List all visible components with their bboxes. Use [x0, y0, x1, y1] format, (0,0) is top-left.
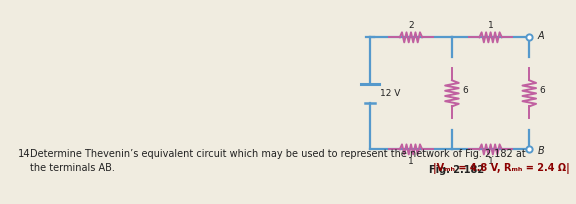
- Text: Fig. 2.182: Fig. 2.182: [429, 165, 484, 175]
- Text: the terminals AB.: the terminals AB.: [30, 163, 115, 173]
- Text: Determine Thevenin’s equivalent circuit which may be used to represent the netwo: Determine Thevenin’s equivalent circuit …: [30, 149, 526, 159]
- Text: 14.: 14.: [18, 149, 34, 159]
- Text: 12 V: 12 V: [380, 89, 401, 98]
- Text: 6: 6: [540, 85, 545, 94]
- Text: B: B: [538, 146, 545, 156]
- Text: A: A: [538, 31, 544, 41]
- Text: 2: 2: [408, 21, 414, 30]
- Text: 1: 1: [488, 157, 494, 166]
- Text: |Vₘₕ = 4.8 V, Rₘₕ = 2.4 Ω|: |Vₘₕ = 4.8 V, Rₘₕ = 2.4 Ω|: [433, 163, 570, 174]
- Text: 1: 1: [408, 157, 414, 166]
- Text: 1: 1: [488, 21, 494, 30]
- Text: 6: 6: [462, 85, 468, 94]
